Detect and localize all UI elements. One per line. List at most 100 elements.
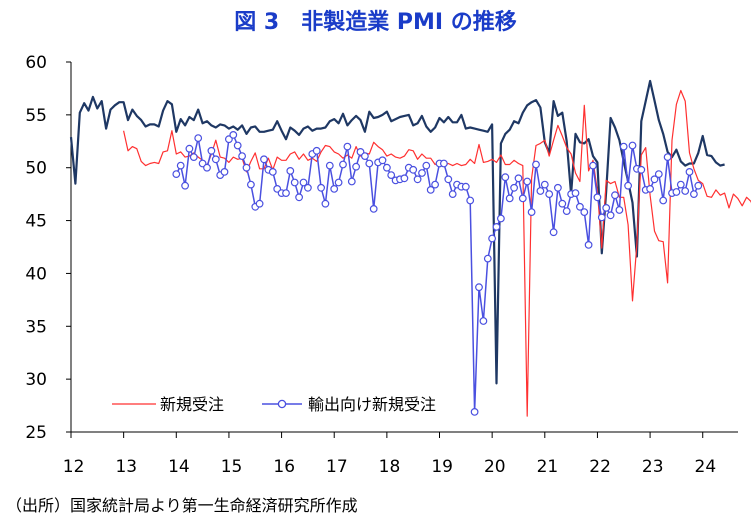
data-point-export-orders (299, 178, 308, 187)
data-point-export-orders (571, 189, 580, 198)
data-point-export-orders (505, 194, 514, 203)
x-tick-label: 15 (221, 457, 243, 477)
x-tick-label: 21 (537, 457, 559, 477)
data-point-export-orders (602, 203, 611, 212)
y-tick-label: 30 (25, 370, 47, 390)
data-point-export-orders (492, 222, 501, 231)
data-point-export-orders (181, 181, 190, 190)
data-point-export-orders (352, 162, 361, 171)
data-point-export-orders (615, 206, 624, 214)
chart-axes (70, 62, 738, 433)
data-point-export-orders (189, 153, 198, 162)
data-point-export-orders (317, 183, 326, 192)
data-point-export-orders (589, 161, 597, 170)
data-point-export-orders (672, 188, 681, 196)
y-tick-label: 45 (25, 212, 47, 232)
x-tick-label: 23 (642, 457, 664, 477)
data-point-export-orders (286, 166, 295, 175)
data-point-export-orders (510, 183, 518, 192)
data-point-export-orders (255, 199, 264, 208)
data-point-export-orders (194, 134, 203, 143)
data-point-export-orders (321, 199, 330, 208)
x-tick-label: 24 (695, 457, 717, 477)
data-point-export-orders (532, 160, 540, 169)
data-point-export-orders (409, 165, 418, 174)
data-point-export-orders (676, 180, 685, 189)
x-tick-label: 16 (273, 457, 295, 477)
legend-label-export-orders: 輸出向け新規受注 (308, 395, 436, 414)
data-point-export-orders (523, 177, 532, 186)
source-note: （出所）国家統計局より第一生命経済研究所作成 (6, 496, 358, 515)
data-point-export-orders (431, 180, 440, 189)
data-point-export-orders (378, 156, 387, 165)
data-point-export-orders (365, 159, 374, 168)
data-point-export-orders (400, 174, 409, 183)
data-point-export-orders (325, 161, 334, 170)
data-point-export-orders (527, 208, 536, 217)
data-point-export-orders (369, 204, 378, 213)
series-layer (69, 79, 751, 417)
data-point-export-orders (488, 234, 497, 243)
data-point-export-orders (554, 183, 562, 192)
data-point-export-orders (312, 146, 321, 155)
data-point-export-orders (540, 180, 549, 189)
data-point-export-orders (295, 193, 304, 202)
data-point-export-orders (238, 152, 247, 161)
y-tick-label: 55 (25, 106, 47, 126)
legend-label-new-orders: 新規受注 (160, 395, 224, 414)
data-point-export-orders (685, 167, 694, 176)
data-point-export-orders (558, 199, 567, 208)
data-point-export-orders (448, 190, 457, 199)
data-point-export-orders (690, 190, 698, 199)
data-point-export-orders (545, 190, 554, 199)
data-point-export-orders (361, 152, 369, 161)
data-point-export-orders (584, 240, 593, 249)
data-point-export-orders (347, 177, 356, 186)
data-point-export-orders (483, 254, 492, 263)
x-tick-label: 20 (484, 457, 506, 477)
series-line-export_orders (175, 134, 699, 413)
data-point-export-orders (172, 170, 181, 179)
data-point-export-orders (637, 165, 646, 174)
data-point-export-orders (330, 184, 339, 193)
y-tick-label: 40 (25, 264, 47, 284)
data-point-export-orders (497, 214, 505, 223)
data-point-export-orders (220, 167, 229, 176)
data-point-export-orders (185, 144, 194, 153)
x-tick-label: 17 (326, 457, 348, 477)
data-point-export-orders (593, 193, 602, 202)
data-point-export-orders (304, 183, 312, 192)
data-point-export-orders (282, 189, 290, 198)
data-point-export-orders (624, 181, 632, 190)
y-tick-label: 60 (25, 53, 47, 73)
x-tick-label: 22 (589, 457, 611, 477)
y-axis-ticks: 25 30 35 40 45 50 55 60 (25, 53, 71, 443)
chart-title: 図 3 非製造業 PMI の推移 (234, 10, 517, 35)
data-point-export-orders (659, 196, 668, 205)
data-point-export-orders (203, 163, 211, 172)
data-point-export-orders (387, 171, 396, 180)
data-point-export-orders (383, 163, 391, 172)
x-tick-label: 19 (431, 457, 453, 477)
y-tick-label: 35 (25, 317, 47, 337)
data-point-export-orders (694, 181, 703, 190)
data-point-export-orders (426, 185, 435, 194)
data-point-export-orders (518, 194, 527, 203)
data-point-export-orders (549, 228, 558, 237)
data-point-export-orders (246, 180, 255, 189)
data-point-export-orders (536, 187, 545, 195)
series-line-pmi (69, 79, 725, 385)
data-point-export-orders (514, 174, 523, 183)
data-point-export-orders (268, 167, 277, 176)
data-point-export-orders (260, 155, 268, 164)
data-point-export-orders (606, 211, 615, 220)
y-tick-label: 25 (25, 423, 47, 443)
data-point-export-orders (418, 169, 426, 177)
data-point-export-orders (470, 408, 479, 416)
data-point-export-orders (422, 161, 431, 170)
data-point-export-orders (211, 155, 220, 164)
x-tick-label: 14 (168, 457, 190, 477)
data-point-export-orders (663, 153, 672, 162)
data-point-export-orders (339, 160, 347, 169)
